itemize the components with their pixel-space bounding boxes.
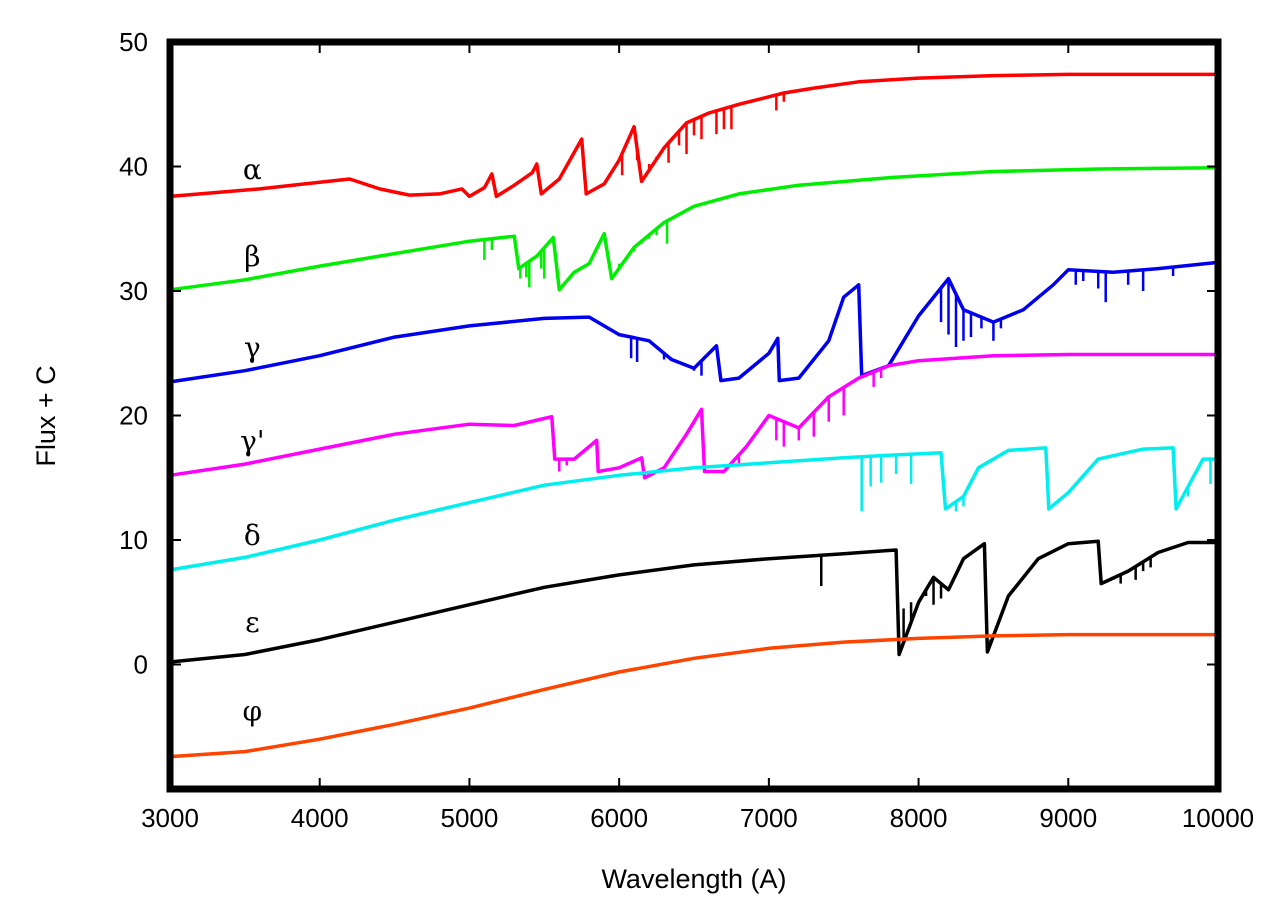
series-layer	[169, 72, 1219, 759]
x-axis-title: Wavelength (A)	[601, 864, 786, 894]
series-label-6: φ	[243, 695, 263, 728]
y-tick-label-50: 50	[119, 27, 148, 57]
y-tick-label-0: 0	[134, 650, 148, 680]
y-tick-label-30: 30	[119, 276, 148, 306]
x-tick-label-10000: 10000	[1182, 803, 1254, 833]
series-3	[169, 352, 1218, 480]
series-label-1: β	[244, 240, 260, 273]
series-line-2	[169, 260, 1219, 384]
series-label-2: γ	[244, 331, 261, 364]
series-2	[169, 260, 1219, 384]
y-tick-label-40: 40	[119, 152, 148, 182]
series-label-3: γ'	[240, 424, 264, 457]
tick-layer: 3000 4000 5000 6000 7000 8000 9000 10000 0 10 20 30…	[119, 27, 1254, 833]
y-tick-label-20: 20	[119, 401, 148, 431]
x-tick-label-4000: 4000	[291, 803, 349, 833]
series-1	[169, 165, 1219, 292]
label-layer: α β γ γ' δ ε φ	[240, 153, 264, 728]
series-6	[169, 632, 1218, 759]
x-tick-label-3000: 3000	[141, 803, 199, 833]
x-tick-label-6000: 6000	[590, 803, 648, 833]
series-line-3	[169, 352, 1218, 480]
plot-frame	[166, 38, 1222, 793]
series-line-5	[169, 539, 1218, 664]
y-tick-label-10: 10	[119, 525, 148, 555]
series-line-6	[169, 632, 1218, 759]
series-label-5: ε	[245, 606, 260, 639]
series-5	[169, 539, 1218, 664]
series-label-0: α	[243, 153, 262, 186]
y-axis-title: Flux + C	[31, 365, 61, 466]
series-line-0	[169, 72, 1218, 199]
x-tick-label-7000: 7000	[740, 803, 798, 833]
x-tick-label-9000: 9000	[1039, 803, 1097, 833]
x-tick-label-5000: 5000	[441, 803, 499, 833]
series-4	[169, 446, 1218, 572]
series-0	[169, 72, 1218, 199]
x-tick-label-8000: 8000	[890, 803, 948, 833]
series-line-1	[169, 165, 1219, 292]
series-label-4: δ	[244, 519, 261, 552]
series-line-4	[169, 446, 1218, 572]
